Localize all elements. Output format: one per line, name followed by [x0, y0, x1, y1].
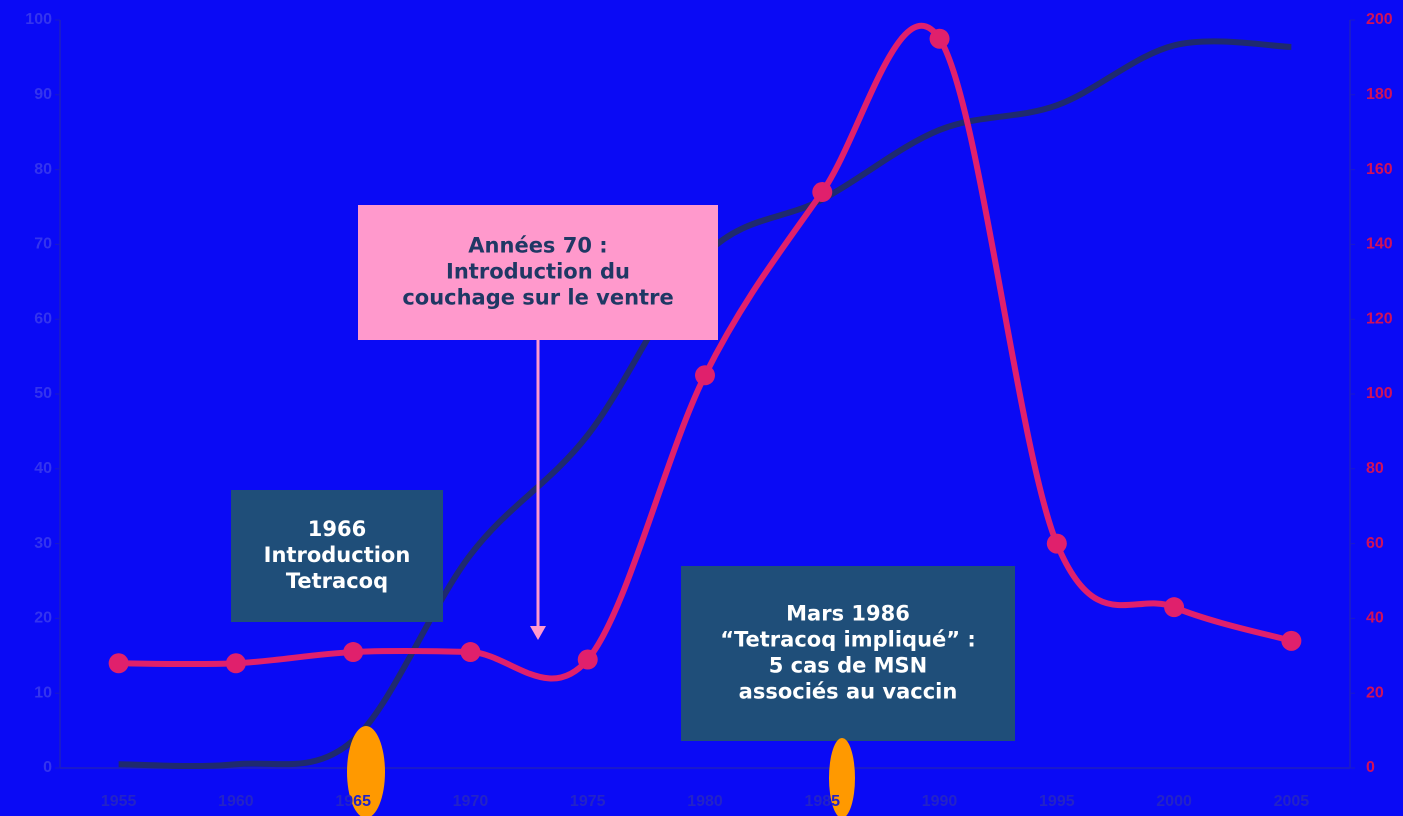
y2-tick-label: 200	[1366, 11, 1393, 28]
x-tick-label: 1970	[453, 793, 489, 810]
y-tick-label: 40	[34, 460, 52, 477]
y-tick-label: 20	[34, 610, 52, 627]
series-marker	[460, 642, 481, 663]
y2-tick-label: 40	[1366, 610, 1384, 627]
series-marker	[108, 653, 129, 674]
series-marker	[1046, 533, 1067, 554]
series-marker	[1164, 597, 1185, 618]
x-tick-label: 1980	[687, 793, 723, 810]
arrow-head	[530, 626, 546, 640]
series-marker	[225, 653, 246, 674]
annotation-text: Tetracoq	[286, 569, 388, 593]
y2-tick-label: 180	[1366, 86, 1393, 103]
x-tick-label: 1955	[101, 793, 137, 810]
y2-tick-label: 140	[1366, 236, 1393, 253]
x-tick-label: 1960	[218, 793, 254, 810]
x-tick-label: 1975	[570, 793, 606, 810]
annotation-text: couchage sur le ventre	[402, 286, 673, 310]
annotation-text: Introduction du	[446, 260, 630, 284]
event-marker	[347, 726, 385, 816]
annotation-text: Introduction	[264, 543, 411, 567]
y-tick-label: 80	[34, 161, 52, 178]
series-marker	[343, 642, 364, 663]
x-tick-label: 2005	[1274, 793, 1310, 810]
annotation-text: 5 cas de MSN	[769, 654, 928, 678]
y-tick-label: 10	[34, 684, 52, 701]
y2-tick-label: 0	[1366, 759, 1375, 776]
annotation-box	[358, 205, 718, 340]
annotation-box	[231, 490, 443, 622]
y-tick-label: 50	[34, 385, 52, 402]
y2-tick-label: 160	[1366, 161, 1393, 178]
y-tick-label: 70	[34, 236, 52, 253]
event-marker	[829, 738, 855, 816]
y2-tick-label: 60	[1366, 535, 1384, 552]
y2-tick-label: 100	[1366, 385, 1393, 402]
series-marker	[1281, 630, 1302, 651]
y2-tick-label: 80	[1366, 460, 1384, 477]
y2-tick-label: 20	[1366, 684, 1384, 701]
x-tick-label: 1985	[804, 793, 840, 810]
x-tick-label: 1965	[335, 793, 371, 810]
annotation-text: 1966	[308, 517, 366, 541]
y2-tick-label: 120	[1366, 310, 1393, 327]
y-tick-label: 60	[34, 310, 52, 327]
series-marker	[812, 182, 833, 203]
series-marker	[929, 28, 950, 49]
y-tick-label: 90	[34, 86, 52, 103]
x-tick-label: 1990	[922, 793, 958, 810]
x-tick-label: 1995	[1039, 793, 1075, 810]
y-tick-label: 0	[43, 759, 52, 776]
y-tick-label: 30	[34, 535, 52, 552]
annotation-box	[681, 566, 1015, 741]
annotation-text: Mars 1986	[786, 602, 910, 626]
annotation-text: associés au vaccin	[739, 680, 958, 704]
y-tick-label: 100	[25, 11, 52, 28]
series-marker	[695, 365, 715, 386]
series-marker	[577, 649, 598, 670]
annotation-text: Années 70 :	[468, 234, 607, 258]
x-tick-label: 2000	[1156, 793, 1192, 810]
annotation-text: “Tetracoq impliqué” :	[720, 628, 976, 652]
